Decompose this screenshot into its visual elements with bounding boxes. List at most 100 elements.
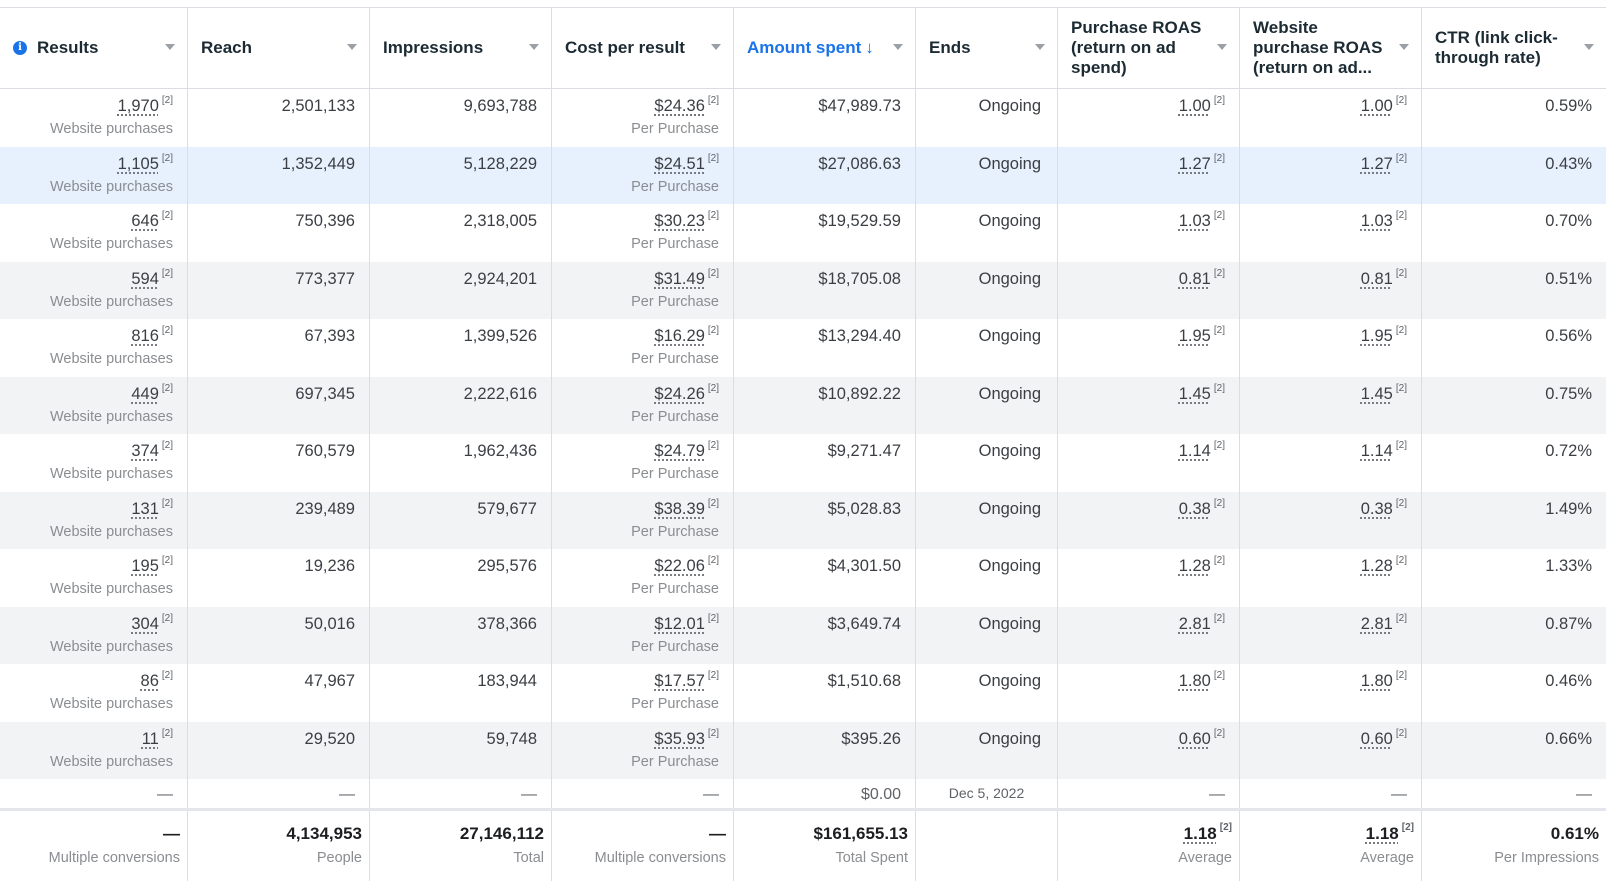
cost-per-result-value[interactable]: $38.39 (654, 499, 705, 518)
column-header-ctr[interactable]: CTR (link click-through rate) (1422, 8, 1606, 88)
cost-per-result-value[interactable]: $22.06 (654, 557, 705, 575)
table-row[interactable]: — — — — $0.00 Dec 5, 2022 — — — (0, 779, 1606, 811)
amount-spent-cell: $3,649.74 (734, 606, 916, 664)
chevron-down-icon[interactable] (1035, 44, 1045, 50)
results-value[interactable]: 195 (131, 557, 159, 575)
table-row[interactable]: 86 [2] Website purchases 47,967 183,944 $17.5… (0, 664, 1606, 722)
purchase-roas-cell: 1.00 [2] (1058, 89, 1240, 147)
chevron-down-icon[interactable] (529, 44, 539, 50)
website-purchase-roas-value[interactable]: 1.45 (1360, 384, 1393, 403)
column-header-impressions[interactable]: Impressions (370, 8, 552, 88)
purchase-roas-value[interactable]: 2.81 (1178, 614, 1211, 633)
cost-per-result-value[interactable]: $16.29 (654, 327, 705, 345)
table-row[interactable]: 594 [2] Website purchases 773,377 2,924,201 $… (0, 261, 1606, 319)
column-header-ends[interactable]: Ends (916, 8, 1058, 88)
results-value[interactable]: 1,970 (117, 97, 159, 115)
purchase-roas-value[interactable]: 0.38 (1178, 499, 1211, 518)
website-purchase-roas-value[interactable]: 0.81 (1360, 269, 1393, 288)
results-value[interactable]: 816 (131, 327, 159, 345)
chevron-down-icon[interactable] (711, 44, 721, 50)
purchase-roas-value[interactable]: 0.81 (1178, 269, 1211, 288)
table-row[interactable]: 374 [2] Website purchases 760,579 1,962,436 $… (0, 434, 1606, 492)
purchase-roas-value[interactable]: 1.28 (1178, 557, 1211, 575)
website-purchase-roas-cell: 1.28 [2] (1240, 549, 1422, 607)
results-value[interactable]: 374 (131, 442, 159, 460)
table-row[interactable]: 646 [2] Website purchases 750,396 2,318,005 $… (0, 204, 1606, 262)
ctr-cell: 0.87% (1545, 614, 1592, 633)
purchase-roas-value[interactable]: 1.95 (1178, 327, 1211, 345)
table-row[interactable]: 816 [2] Website purchases 67,393 1,399,526 $1… (0, 319, 1606, 377)
cost-per-result-cell: $24.26 [2] Per Purchase (552, 376, 734, 434)
column-header-purchase-roas[interactable]: Purchase ROAS (return on ad spend) (1058, 8, 1240, 88)
website-purchase-roas-value[interactable]: 1.14 (1360, 442, 1393, 460)
cost-per-result-value[interactable]: $24.51 (654, 154, 705, 173)
column-header-reach[interactable]: Reach (188, 8, 370, 88)
column-header-cost-per-result[interactable]: Cost per result (552, 8, 734, 88)
total-value[interactable]: 1.18 (1365, 824, 1399, 843)
cost-per-result-value[interactable]: $24.26 (654, 384, 705, 403)
table-header: i Results Reach Impressions Cost per res… (0, 7, 1606, 89)
website-purchase-roas-value[interactable]: 0.60 (1360, 729, 1393, 748)
chevron-down-icon[interactable] (165, 44, 175, 50)
results-value[interactable]: 449 (131, 384, 159, 403)
website-purchase-roas-value[interactable]: 1.27 (1360, 154, 1393, 173)
total-value: 27,146,112 (459, 824, 544, 843)
chevron-down-icon[interactable] (347, 44, 357, 50)
website-purchase-roas-value[interactable]: 2.81 (1360, 614, 1393, 633)
website-purchase-roas-value[interactable]: 1.00 (1360, 97, 1393, 115)
reach-cell: 47,967 (188, 664, 370, 722)
chevron-down-icon[interactable] (1399, 44, 1409, 50)
cost-per-result-value[interactable]: $17.57 (654, 672, 705, 690)
chevron-down-icon[interactable] (1217, 44, 1227, 50)
results-caption: Website purchases (49, 178, 173, 195)
results-value[interactable]: 1,105 (117, 154, 159, 173)
results-value[interactable]: 646 (131, 212, 159, 230)
chevron-down-icon[interactable] (1584, 44, 1594, 50)
purchase-roas-value[interactable]: 1.00 (1178, 97, 1211, 115)
results-value[interactable]: 131 (131, 499, 159, 518)
website-purchase-roas-value[interactable]: 1.03 (1360, 212, 1393, 230)
website-purchase-roas-value[interactable]: 1.28 (1360, 557, 1393, 575)
column-header-website-purchase-roas[interactable]: Website purchase ROAS (return on ad... (1240, 8, 1422, 88)
info-icon[interactable]: i (13, 41, 27, 55)
ends-cell: Ongoing (916, 606, 1058, 664)
purchase-roas-value[interactable]: 1.45 (1178, 384, 1211, 403)
footnote-marker: [2] (1395, 95, 1407, 106)
purchase-roas-value[interactable]: 0.60 (1178, 729, 1211, 748)
purchase-roas-value[interactable]: 1.80 (1178, 672, 1211, 690)
table-row[interactable]: 195 [2] Website purchases 19,236 295,576 $22.… (0, 549, 1606, 607)
footnote-marker: [2] (1213, 497, 1225, 509)
results-value[interactable]: 594 (131, 269, 159, 288)
website-purchase-roas-value[interactable]: 0.38 (1360, 499, 1393, 518)
table-row[interactable]: 1,105 [2] Website purchases 1,352,449 5,128,… (0, 146, 1606, 204)
purchase-roas-value[interactable]: 1.03 (1178, 212, 1211, 230)
footnote-marker: [2] (1401, 822, 1414, 833)
table-row[interactable]: 11 [2] Website purchases 29,520 59,748 $35.93… (0, 721, 1606, 779)
results-caption: Website purchases (49, 121, 173, 137)
cost-per-result-value[interactable]: $31.49 (654, 269, 705, 288)
column-header-results[interactable]: i Results (0, 8, 188, 88)
total-value[interactable]: 1.18 (1183, 824, 1217, 843)
cost-per-result-value[interactable]: $30.23 (654, 212, 705, 230)
results-value[interactable]: 11 (141, 729, 159, 748)
footnote-marker: [2] (161, 727, 173, 739)
table-body: 1,970 [2] Website purchases 2,501,133 9,693,… (0, 89, 1606, 779)
table-row[interactable]: 449 [2] Website purchases 697,345 2,222,616 $… (0, 376, 1606, 434)
chevron-down-icon[interactable] (893, 44, 903, 50)
website-purchase-roas-value[interactable]: 1.95 (1360, 327, 1393, 345)
purchase-roas-value[interactable]: 1.14 (1178, 442, 1211, 460)
table-row[interactable]: 304 [2] Website purchases 50,016 378,366 $12.… (0, 606, 1606, 664)
cost-per-result-value[interactable]: $35.93 (654, 729, 705, 748)
ends-value: Ongoing (978, 327, 1041, 345)
cost-per-result-value[interactable]: $12.01 (654, 614, 705, 633)
sort-descending-icon[interactable]: ↓ (865, 38, 874, 57)
table-row[interactable]: 131 [2] Website purchases 239,489 579,677 $38… (0, 491, 1606, 549)
website-purchase-roas-value[interactable]: 1.80 (1360, 672, 1393, 690)
results-value[interactable]: 304 (131, 614, 159, 633)
column-header-amount-spent[interactable]: Amount spent ↓ (734, 8, 916, 88)
cost-per-result-value[interactable]: $24.79 (654, 442, 705, 460)
cost-per-result-value[interactable]: $24.36 (654, 97, 705, 115)
results-value[interactable]: 86 (140, 672, 159, 690)
purchase-roas-value[interactable]: 1.27 (1178, 154, 1211, 173)
table-row[interactable]: 1,970 [2] Website purchases 2,501,133 9,693,… (0, 89, 1606, 147)
